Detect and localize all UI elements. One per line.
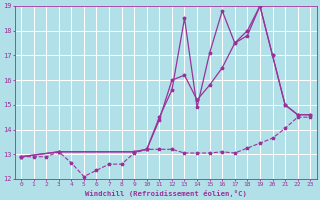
X-axis label: Windchill (Refroidissement éolien,°C): Windchill (Refroidissement éolien,°C) <box>85 190 247 197</box>
